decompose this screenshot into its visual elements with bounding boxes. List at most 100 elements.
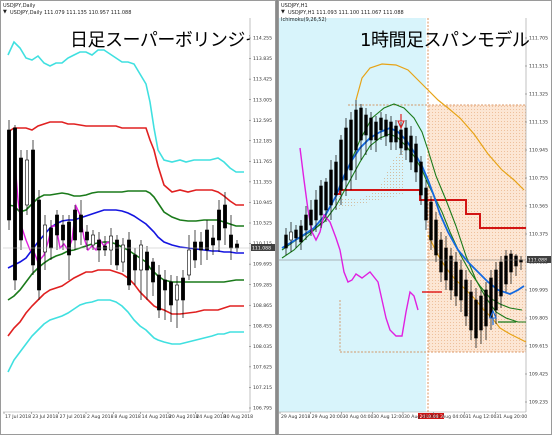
base-line-red: [334, 189, 526, 229]
candle-body: [374, 121, 378, 141]
candle-body: [187, 249, 191, 276]
price-axis-tick-label: 107.625: [253, 364, 272, 370]
price-axis-tick-label: 109.285: [253, 282, 272, 288]
hourly-chart-panel[interactable]: 111.088 2018.08.30 12:00 111.705 111.515 1…: [278, 0, 552, 435]
price-axis-tick-label: 110.185: [529, 260, 548, 266]
candle-body: [31, 149, 35, 266]
candle-body: [235, 243, 239, 249]
time-axis-tick-label: 27 Jul 2018: [60, 414, 86, 420]
daily-chart-panel[interactable]: ▼ USDJPY,Daily USDJPY,Daily 111.079 111.…: [0, 0, 276, 435]
candle-body: [349, 119, 353, 171]
candle-body: [133, 254, 137, 271]
candle-body: [284, 234, 288, 249]
candle-body: [55, 214, 59, 236]
time-axis-ticks: 17 Jul 2018 23 Jul 2018 27 Jul 2018 2 Aug 2…: [3, 412, 253, 420]
chart-ohlc-readout: USDJPY,Daily 111.079 111.135 110.957 111…: [10, 10, 132, 16]
candle-body: [157, 274, 161, 311]
candle-body: [469, 291, 473, 331]
candle-body: [364, 114, 368, 136]
price-axis-tick-label: 110.525: [253, 221, 272, 227]
candle-body: [43, 224, 47, 253]
candle-body: [289, 231, 293, 241]
candle-body: [115, 239, 119, 266]
time-axis-tick-label: 31 Aug 04:00: [435, 414, 466, 420]
candle-body: [439, 239, 443, 273]
chart-tab-label: USDJPY,H1: [281, 3, 308, 9]
candle-body: [109, 235, 113, 251]
candle-body: [509, 253, 513, 273]
price-axis-tick-label: 110.945: [253, 200, 272, 206]
candle-body: [314, 199, 318, 221]
candle-body: [404, 127, 408, 151]
price-axis-ticks: 114.255 113.835 113.425 113.005 112.595 112.1…: [249, 36, 272, 412]
candle-body: [229, 234, 233, 249]
candle-body: [25, 159, 29, 206]
candle-body: [169, 281, 173, 306]
candle-body: [13, 127, 17, 281]
price-axis-tick-label: 108.035: [253, 344, 272, 350]
candle-body: [329, 169, 333, 206]
symbol-dropdown-icon[interactable]: ▼: [281, 9, 285, 15]
cloud-dots: [334, 150, 403, 210]
candle-body: [484, 289, 488, 327]
candle-body: [414, 143, 418, 173]
hourly-chart-canvas[interactable]: 111.088 2018.08.30 12:00 111.705111.5151…: [278, 0, 552, 435]
price-axis-tick-label: 109.615: [529, 344, 548, 350]
current-price-label: 111.088: [528, 258, 547, 264]
candle-body: [79, 214, 83, 233]
lagging-span-line: [299, 147, 419, 337]
symbol-dropdown-icon[interactable]: ▼: [3, 9, 7, 15]
candle-body: [85, 231, 89, 241]
candle-body: [127, 239, 131, 286]
candle-body: [514, 255, 518, 267]
candle-body: [73, 209, 77, 241]
candle-body: [37, 199, 41, 291]
price-axis-tick-label: 108.865: [253, 303, 272, 309]
price-axis-tick-label: 111.135: [529, 120, 548, 126]
candle-body: [294, 229, 298, 239]
candle-body: [19, 157, 23, 241]
time-axis-tick-label: 29 Aug 20:00: [312, 414, 343, 420]
candle-body: [434, 219, 438, 256]
chart-title: 1時間足スパンモデル: [360, 30, 530, 51]
bollinger-mid-lower: [7, 269, 244, 337]
candle-body: [151, 261, 155, 283]
cursor-date-label: 2018.08.30 12:00: [420, 414, 461, 420]
candle-body: [91, 234, 95, 246]
price-axis-tick-label: 110.115: [253, 241, 272, 247]
price-axis: [526, 18, 552, 435]
time-axis-tick-label: 30 Aug 04:00: [343, 414, 374, 420]
lagging-span-line: [13, 149, 113, 264]
chart-title: 日足スーパーボリンジャー: [70, 30, 276, 51]
candle-body: [394, 125, 398, 143]
candle-body: [217, 209, 221, 241]
candle-body: [499, 261, 503, 297]
candle-body: [49, 227, 53, 249]
candle-body: [429, 201, 433, 241]
daily-chart-canvas[interactable]: 111.088 114.255 113.835 113.425 113.005 112.…: [0, 0, 276, 435]
candle-body: [379, 117, 383, 131]
price-axis-tick-label: 113.425: [253, 77, 272, 83]
time-axis-tick-label: 29 Aug 2018: [281, 414, 311, 420]
panel-divider[interactable]: [276, 0, 278, 435]
candle-body: [474, 299, 478, 339]
candle-body: [139, 244, 143, 271]
price-axis-ticks: 111.705 111.515 111.325 111.135 110.945 110.7…: [525, 36, 548, 406]
time-axis-ticks: 29 Aug 2018 29 Aug 20:00 30 Aug 04:00 30 Au…: [279, 412, 527, 420]
time-axis-tick-label: 17 Jul 2018: [5, 414, 31, 420]
candle-body: [319, 185, 323, 216]
price-axis-tick-label: 112.595: [253, 118, 272, 124]
candle-body: [444, 247, 448, 281]
price-axis-tick-label: 106.795: [253, 406, 272, 412]
current-price-box: [251, 244, 276, 251]
price-axis-tick-label: 110.755: [529, 176, 548, 182]
candle-body: [464, 279, 468, 317]
price-axis-tick-label: 109.805: [529, 316, 548, 322]
bollinger-mid-upper: [7, 121, 244, 206]
candle-body: [334, 161, 338, 196]
candle-body: [384, 119, 388, 137]
candle-body: [223, 204, 227, 229]
candle-body: [419, 161, 423, 196]
candle-body: [339, 139, 343, 191]
price-axis-tick-label: 111.705: [529, 36, 548, 42]
